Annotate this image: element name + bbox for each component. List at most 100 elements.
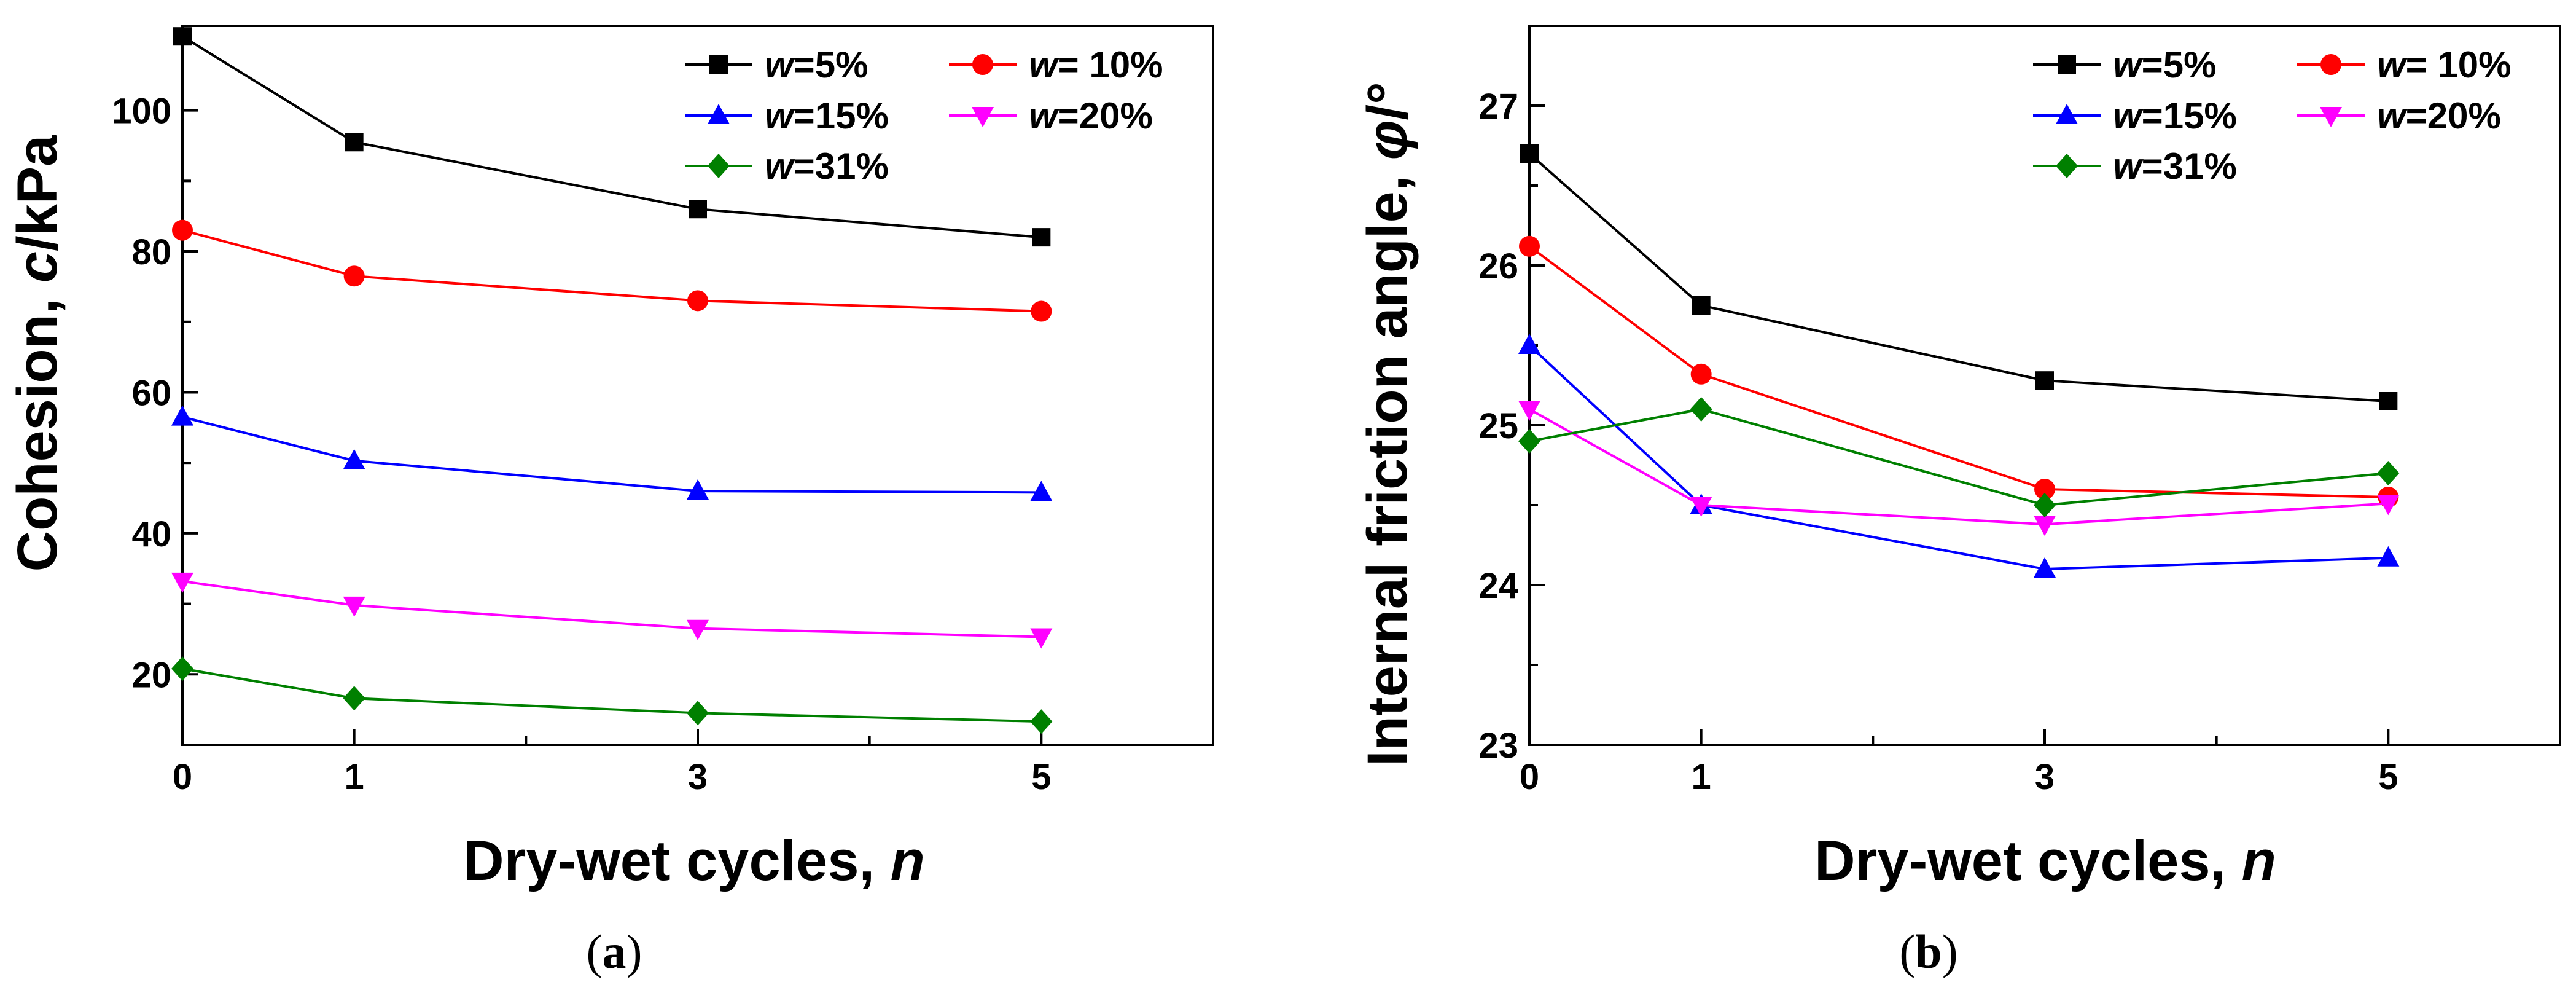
y-tick-label: 60	[131, 373, 171, 413]
y-tick-label: 80	[131, 232, 171, 272]
data-point	[2379, 392, 2398, 410]
data-point	[1030, 628, 1053, 649]
data-point	[171, 572, 193, 593]
x-tick-label: 0	[173, 757, 192, 797]
legend-entry: w=5%	[685, 44, 868, 85]
data-point	[1690, 363, 1712, 385]
data-point	[1520, 144, 1539, 163]
legend-marker	[972, 54, 993, 75]
legend-label: w= 10%	[2377, 44, 2511, 85]
series-31pct	[1518, 397, 2400, 517]
data-point	[1031, 300, 1052, 322]
legend-entry: w=15%	[2033, 95, 2237, 136]
data-point	[1518, 429, 1540, 454]
data-point	[1690, 397, 1712, 422]
legend-label: w=15%	[2113, 95, 2237, 136]
legend-marker	[709, 55, 728, 74]
legend-marker	[708, 104, 730, 124]
data-point	[343, 449, 365, 469]
data-point	[2034, 557, 2056, 578]
y-tick-label: 23	[1478, 726, 1518, 766]
data-point	[343, 265, 365, 287]
legend-entry: w=20%	[2297, 95, 2501, 136]
data-point	[2377, 461, 2400, 485]
series-line	[181, 35, 1042, 239]
series-10pct	[1519, 235, 2399, 508]
panel-b-ylabel: Internal friction angle, φ/°	[1356, 82, 1419, 766]
x-tick-label: 5	[2378, 757, 2398, 797]
legend-label: w=5%	[765, 44, 868, 85]
series-31pct	[171, 656, 1053, 734]
x-tick-label: 3	[2035, 757, 2055, 797]
series-line	[182, 229, 1042, 313]
legend-marker	[2058, 55, 2076, 74]
legend-marker	[2056, 154, 2078, 178]
data-point	[173, 27, 192, 46]
series-line	[1529, 407, 2389, 507]
data-point	[171, 656, 193, 682]
series-5pct	[173, 27, 1051, 247]
legend-label: w=20%	[1029, 95, 1153, 136]
y-tick-label: 24	[1478, 566, 1518, 606]
y-tick-label: 20	[131, 655, 171, 695]
legend-entry: w=31%	[685, 146, 889, 187]
x-tick-label: 1	[345, 757, 364, 797]
series-line	[182, 415, 1042, 494]
panel-a-plot: 0 1 3 5 20 40 60 80 100 w=5% w= 10% w=15% w=20% w=31%	[112, 25, 1214, 797]
data-point	[345, 133, 364, 152]
panel-a-xlabel: Dry-wet cycles, n	[463, 830, 925, 892]
data-point	[2377, 546, 2400, 567]
series-10pct	[172, 219, 1052, 322]
series-15pct	[1518, 334, 2400, 578]
data-point	[1519, 235, 1540, 257]
series-line	[1528, 152, 2389, 403]
legend-entry: w=15%	[685, 95, 889, 136]
data-point	[687, 290, 708, 312]
y-tick-label: 26	[1478, 246, 1518, 286]
data-point	[171, 405, 193, 426]
legend-label: w=15%	[765, 95, 889, 136]
panel-a-caption: (a)	[587, 925, 642, 978]
legend-entry: w=31%	[2033, 146, 2237, 187]
data-point	[687, 701, 709, 726]
data-point	[1518, 401, 1540, 421]
x-tick-label: 0	[1520, 757, 1539, 797]
series-20pct	[1518, 401, 2400, 536]
data-point	[172, 219, 193, 241]
data-point	[1030, 481, 1053, 501]
legend-label: w=5%	[2113, 44, 2216, 85]
data-point	[343, 686, 365, 711]
data-point	[2034, 479, 2055, 500]
legend-marker	[2320, 54, 2341, 75]
series-15pct	[171, 405, 1053, 501]
data-point	[1690, 497, 1712, 517]
series-5pct	[1520, 144, 2398, 410]
series-line	[182, 579, 1042, 638]
y-tick-label: 40	[131, 514, 171, 554]
panel-b-caption: (b)	[1899, 925, 1957, 978]
data-point	[1518, 334, 1540, 354]
panel-a-ylabel: Cohesion, c/kPa	[6, 135, 69, 572]
data-point	[1030, 709, 1053, 734]
series-line	[1528, 245, 2389, 498]
data-point	[343, 596, 365, 617]
series-20pct	[171, 572, 1053, 649]
legend-marker	[972, 107, 994, 127]
legend-marker	[2056, 104, 2078, 124]
data-point	[687, 479, 709, 500]
series-line	[1528, 344, 2389, 571]
data-point	[1692, 296, 1711, 315]
legend-label: w=31%	[2113, 146, 2237, 187]
legend-entry: w= 10%	[2297, 44, 2511, 85]
panel-b-xlabel: Dry-wet cycles, n	[1814, 830, 2276, 892]
legend-label: w=31%	[765, 146, 889, 187]
y-tick-label: 27	[1478, 87, 1518, 127]
legend-entry: w=20%	[949, 95, 1153, 136]
data-point	[1032, 228, 1051, 247]
x-tick-label: 5	[1031, 757, 1051, 797]
x-tick-label: 3	[688, 757, 708, 797]
panel-b-plot: 0 1 3 5 23 24 25 26 27 w=5% w= 10% w=15% w=20% w=31%	[1478, 25, 2561, 797]
data-point	[2377, 495, 2400, 516]
